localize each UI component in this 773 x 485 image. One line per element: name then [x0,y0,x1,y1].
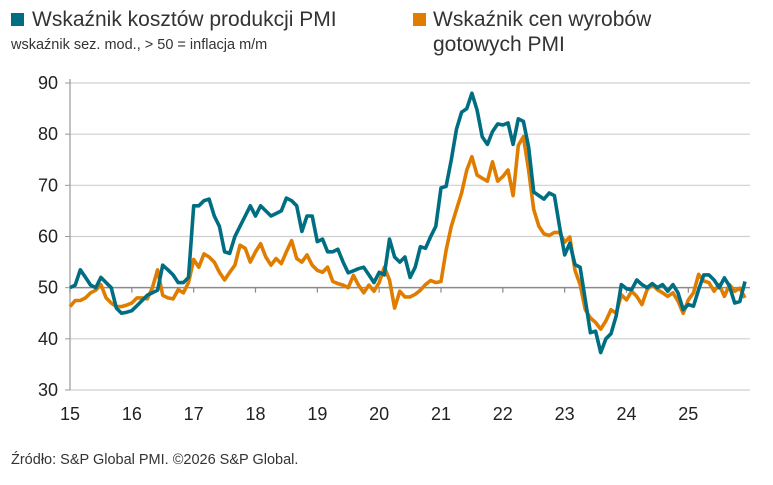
legend-label-prices-line1: Wskaźnik cen wyrobów [433,8,652,31]
x-tick-label: 22 [493,404,513,424]
legend-label-prices-line2: gotowych PMI [433,33,565,56]
y-tick-label: 90 [38,73,58,93]
series-line-prices [68,134,747,331]
source-footer: Źródło: S&P Global PMI. ©2026 S&P Global… [11,452,299,468]
legend-label-prices: Wskaźnik cen wyrobów gotowych PMI [433,7,651,57]
y-tick-label: 70 [38,175,58,195]
y-tick-label: 60 [38,227,58,247]
y-tick-label: 80 [38,124,58,144]
y-tick-label: 50 [38,278,58,298]
x-tick-label: 21 [431,404,451,424]
y-tick-label: 30 [38,380,58,400]
x-tick-label: 15 [60,404,80,424]
x-tick-label: 20 [369,404,389,424]
x-tick-label: 18 [245,404,265,424]
y-tick-label: 40 [38,329,58,349]
x-tick-label: 19 [307,404,327,424]
chart-subtitle: wskaźnik sez. mod., > 50 = inflacja m/m [11,37,268,53]
x-tick-label: 17 [184,404,204,424]
x-tick-label: 25 [678,404,698,424]
series-line-costs [69,91,747,355]
x-tick-label: 24 [616,404,636,424]
legend-label-costs: Wskaźnik kosztów produkcji PMI [32,8,337,31]
x-tick-label: 23 [555,404,575,424]
legend-swatch-costs [11,13,24,26]
legend-swatch-prices [413,13,426,26]
x-tick-label: 16 [122,404,142,424]
